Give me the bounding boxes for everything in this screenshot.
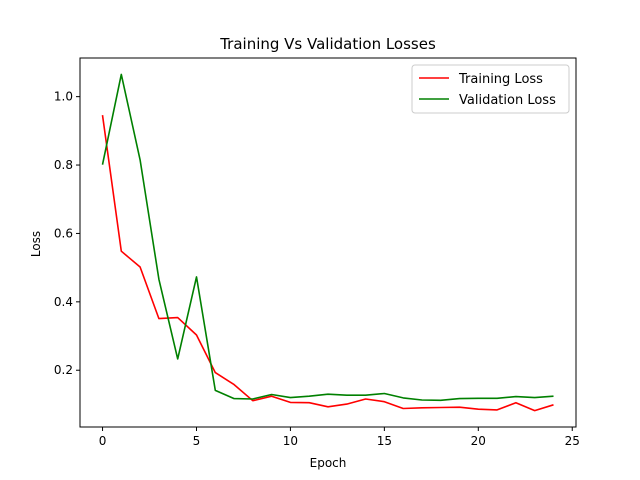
- plot-background: [80, 58, 576, 427]
- x-tick-label: 25: [565, 434, 580, 448]
- plot-frame: [79, 57, 577, 428]
- validation-loss-line: [101, 73, 554, 402]
- y-tick-label: 1.0: [54, 90, 73, 104]
- x-tick-label: 0: [99, 434, 107, 448]
- legend: Training Loss Validation Loss: [411, 64, 570, 114]
- legend-label: Validation Loss: [459, 93, 556, 108]
- series-layer: [101, 73, 554, 412]
- training-loss-line: [101, 114, 554, 412]
- y-tick-label: 0.8: [54, 158, 73, 172]
- x-tick-label: 15: [377, 434, 392, 448]
- plot-area: [79, 57, 577, 428]
- y-axis-label: Loss: [29, 231, 43, 257]
- x-axis-label: Epoch: [310, 456, 347, 470]
- y-tick-label: 0.6: [54, 226, 73, 240]
- x-tick-label: 5: [193, 434, 201, 448]
- x-tick-label: 10: [283, 434, 298, 448]
- legend-box: [411, 64, 570, 114]
- x-axis: 0 5 10 15 20 25: [99, 427, 580, 448]
- y-tick-label: 0.4: [54, 295, 73, 309]
- x-tick-label: 20: [471, 434, 486, 448]
- chart-title: Training Vs Validation Losses: [219, 35, 436, 53]
- y-axis: 0.2 0.4 0.6 0.8 1.0: [54, 90, 80, 377]
- y-tick-label: 0.2: [54, 363, 73, 377]
- legend-label: Training Loss: [458, 72, 543, 87]
